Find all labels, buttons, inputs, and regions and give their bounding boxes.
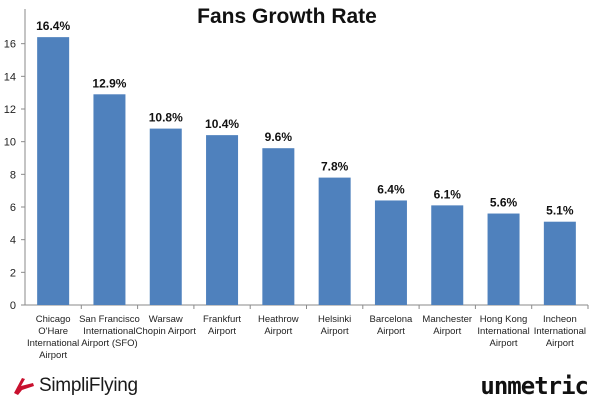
simplifying-logo: SimpliFlying (12, 374, 138, 398)
bar (149, 128, 182, 305)
bar (37, 37, 70, 306)
data-label: 6.1% (434, 187, 462, 201)
bar (93, 94, 126, 305)
data-label: 16.4% (36, 19, 70, 33)
data-label: 10.8% (149, 111, 183, 125)
data-label: 12.9% (92, 76, 126, 90)
bar (374, 200, 407, 305)
bar (543, 221, 576, 305)
data-label: 5.6% (490, 196, 518, 210)
category-label: Frankfurt Airport (203, 314, 241, 337)
data-label: 9.6% (265, 130, 293, 144)
category-label: San Francisco International Airport (SFO) (79, 314, 140, 349)
y-tick-label: 16 (4, 39, 16, 51)
data-label: 10.4% (205, 117, 239, 131)
chart-title: Fans Growth Rate (197, 5, 377, 28)
category-label: Chicago O'Hare International Airport (27, 314, 79, 361)
category-label: Manchester Airport (422, 314, 472, 337)
plane-icon (14, 378, 34, 395)
y-tick-label: 8 (10, 169, 16, 181)
y-tick-label: 6 (10, 202, 16, 214)
bar (262, 148, 295, 305)
category-label: Barcelona Airport (370, 314, 413, 337)
bar (487, 213, 520, 305)
category-label: Incheon International Airport (534, 314, 586, 349)
simplifying-logo-text: SimpliFlying (39, 375, 138, 396)
y-tick-label: 14 (4, 71, 16, 83)
y-tick-label: 2 (10, 267, 16, 279)
y-tick-label: 4 (10, 235, 16, 247)
unmetric-logo: unmetric (480, 372, 589, 400)
bar (318, 177, 351, 305)
bar (206, 135, 239, 305)
y-tick-label: 0 (10, 300, 16, 312)
y-tick-label: 12 (4, 104, 16, 116)
category-label: Hong Kong International Airport (477, 314, 529, 349)
data-label: 6.4% (377, 182, 405, 196)
bar (431, 205, 464, 305)
category-label: Heathrow Airport (258, 314, 299, 337)
y-tick-label: 10 (4, 137, 16, 149)
data-label: 7.8% (321, 160, 349, 174)
bars: 16.4% 12.9% 10.8% 10.4% 9.6% 7.8% 6.4% 6.1% 5.6%… (36, 19, 576, 306)
category-label: Warsaw Chopin Airport (136, 314, 197, 337)
axes: 0 2 4 6 8 10 12 14 16 Chicago O'Hare International A… (4, 9, 589, 361)
data-label: 5.1% (546, 204, 574, 218)
category-label: Helsinki Airport (318, 314, 351, 337)
